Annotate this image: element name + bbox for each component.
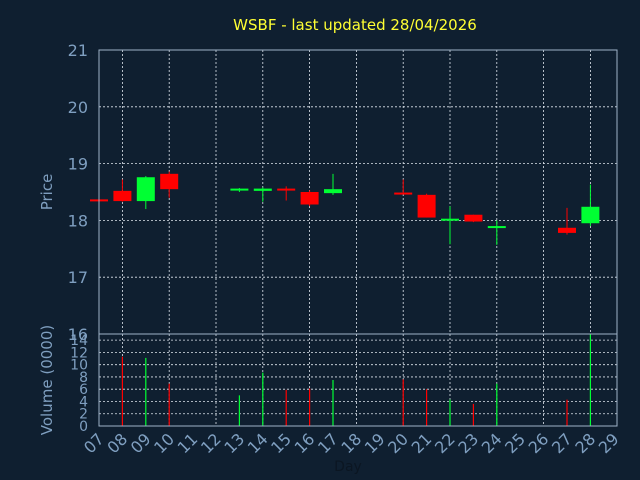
candle-body	[277, 188, 296, 191]
volume-axis-label: Volume (0000)	[38, 325, 56, 435]
volume-tick-label: 4	[79, 394, 88, 410]
candle-body	[464, 214, 483, 222]
volume-bars	[121, 334, 592, 426]
price-tick-label: 20	[68, 98, 88, 117]
price-tick-labels: 16 17 18 19 20 21	[68, 41, 88, 344]
price-tick-label: 19	[68, 155, 88, 174]
volume-panel-frame	[98, 333, 618, 427]
volume-tick-label: 10	[70, 358, 88, 374]
candle-body	[324, 189, 342, 194]
candle-body	[230, 188, 249, 191]
price-tick-label: 17	[68, 268, 88, 287]
chart-title: WSBF - last updated 28/04/2026	[233, 16, 477, 34]
x-tick-labels: 0708091011121314151617181920212223242526…	[80, 429, 623, 457]
candle-body	[160, 173, 179, 190]
price-tick-label: 18	[68, 211, 88, 230]
candle-body	[136, 177, 155, 202]
volume-tick-label: 8	[79, 370, 88, 386]
candle-body	[113, 190, 132, 202]
candle-body	[394, 192, 413, 195]
volume-tick-label: 6	[79, 382, 88, 398]
candle-body	[253, 188, 272, 191]
candle-body	[558, 227, 576, 233]
candle-body	[581, 206, 600, 224]
candle-body	[441, 218, 459, 221]
volume-tick-label: 2	[79, 407, 88, 423]
x-axis-label: Day	[334, 459, 362, 475]
volume-tick-label: 0	[79, 419, 88, 435]
volume-tick-label: 14	[70, 333, 88, 349]
candles	[90, 171, 600, 245]
volume-tick-label: 12	[70, 345, 88, 361]
candle-body	[417, 194, 436, 218]
price-tick-label: 21	[68, 41, 88, 60]
candle-body	[487, 226, 506, 229]
price-tick-label: 16	[68, 325, 88, 344]
candle-body	[300, 192, 319, 205]
price-axis-label: Price	[38, 174, 56, 211]
